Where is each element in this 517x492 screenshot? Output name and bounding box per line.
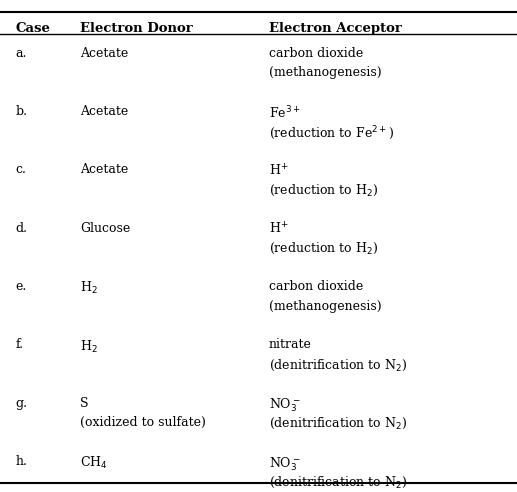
Text: NO$_3^-$: NO$_3^-$ (269, 397, 300, 414)
Text: Case: Case (16, 22, 50, 35)
Text: h.: h. (16, 455, 27, 468)
Text: H$_2$: H$_2$ (80, 280, 98, 296)
Text: Acetate: Acetate (80, 163, 128, 177)
Text: b.: b. (16, 105, 27, 118)
Text: g.: g. (16, 397, 27, 410)
Text: f.: f. (16, 338, 23, 351)
Text: Electron Acceptor: Electron Acceptor (269, 22, 402, 35)
Text: nitrate: nitrate (269, 338, 312, 351)
Text: e.: e. (16, 280, 27, 293)
Text: (denitrification to N$_2$): (denitrification to N$_2$) (269, 358, 407, 373)
Text: (methanogenesis): (methanogenesis) (269, 300, 382, 312)
Text: d.: d. (16, 222, 27, 235)
Text: Acetate: Acetate (80, 105, 128, 118)
Text: carbon dioxide: carbon dioxide (269, 280, 363, 293)
Text: c.: c. (16, 163, 26, 177)
Text: (denitrification to N$_2$): (denitrification to N$_2$) (269, 416, 407, 431)
Text: H$^{+}$: H$^{+}$ (269, 222, 288, 237)
Text: S: S (80, 397, 88, 410)
Text: carbon dioxide: carbon dioxide (269, 47, 363, 60)
Text: (denitrification to N$_2$): (denitrification to N$_2$) (269, 474, 407, 490)
Text: Electron Donor: Electron Donor (80, 22, 193, 35)
Text: H$^{+}$: H$^{+}$ (269, 163, 288, 179)
Text: (reduction to Fe$^{2+}$): (reduction to Fe$^{2+}$) (269, 124, 394, 142)
Text: H$_2$: H$_2$ (80, 338, 98, 355)
Text: (reduction to H$_2$): (reduction to H$_2$) (269, 241, 378, 256)
Text: NO$_3^-$: NO$_3^-$ (269, 455, 300, 473)
Text: (methanogenesis): (methanogenesis) (269, 66, 382, 79)
Text: (oxidized to sulfate): (oxidized to sulfate) (80, 416, 206, 429)
Text: Acetate: Acetate (80, 47, 128, 60)
Text: Fe$^{3+}$: Fe$^{3+}$ (269, 105, 301, 122)
Text: (reduction to H$_2$): (reduction to H$_2$) (269, 183, 378, 198)
Text: a.: a. (16, 47, 27, 60)
Text: CH$_4$: CH$_4$ (80, 455, 108, 471)
Text: Glucose: Glucose (80, 222, 130, 235)
